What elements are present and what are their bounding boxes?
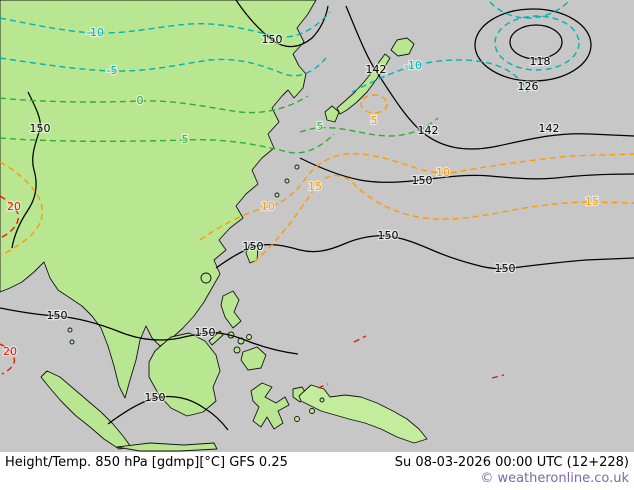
landmass-luzon	[220, 290, 242, 329]
temp-contour-15	[253, 174, 634, 263]
temp-contour-5-japan-loop	[360, 94, 388, 114]
height-contour-label: 142	[366, 63, 387, 76]
landmass-japan-honshu	[336, 53, 391, 115]
height-contour-label: 142	[539, 122, 560, 135]
temp-contour-5-west	[0, 133, 335, 154]
landmass-japan-kyushu	[324, 105, 340, 123]
height-contour-label: 150	[495, 262, 516, 275]
map-title: Height/Temp. 850 hPa [gdmp][°C] GFS 0.25	[5, 455, 288, 470]
temp-contour-cold-core	[494, 15, 580, 71]
height-contour-label: 150	[195, 326, 216, 339]
temperature-contours	[0, 1, 634, 389]
landmass-new-guinea	[298, 384, 428, 444]
temp-contour-hot-fragments	[317, 335, 505, 389]
landmass-borneo	[148, 332, 221, 417]
height-contour-label: 150	[145, 391, 166, 404]
height-contour-142	[345, 5, 634, 150]
height-contour-label: 150	[30, 122, 51, 135]
height-contour-150-south	[0, 307, 299, 355]
height-contour-150-northeast	[235, 0, 329, 48]
temp-contour-label: 5	[317, 120, 324, 133]
temp-contour-warm-west	[0, 161, 44, 257]
temp-contour-label: 20	[7, 200, 21, 213]
height-contours	[0, 0, 634, 431]
temp-contour-20-west	[0, 195, 20, 239]
temp-contour-label: 10	[261, 200, 275, 213]
landmass-java	[116, 442, 218, 452]
temp-contour-cold-corner	[489, 1, 569, 19]
landmass-moluccas	[294, 397, 325, 422]
temp-contour-label: 15	[308, 180, 322, 193]
temp-contour-label: -5	[107, 64, 118, 77]
height-contour-label: 150	[243, 240, 264, 253]
height-contour-label: 150	[47, 309, 68, 322]
temp-contour-0	[0, 95, 309, 114]
temp-contour-label: 5	[371, 114, 378, 127]
height-contour-150-borneo	[107, 395, 229, 431]
temp-contour-minus5-northwest	[0, 57, 327, 77]
landmass-mainland-asia	[0, 0, 317, 399]
landmass-hainan	[200, 272, 212, 284]
temp-contour-label: 5	[182, 133, 189, 146]
height-contour-150-middle	[215, 235, 634, 270]
height-contour-label: 118	[530, 55, 551, 68]
landmass-andaman-islands	[67, 327, 75, 345]
temp-contour-5-east	[299, 117, 439, 137]
map-area: 150 142 118 126 142 142 150 150 150 150 150 150 150 1…	[0, 0, 634, 452]
height-contour-126	[474, 8, 592, 82]
footer-caption-row: Height/Temp. 850 hPa [gdmp][°C] GFS 0.25…	[5, 455, 629, 470]
temp-contour-minus10-northwest	[0, 11, 331, 38]
temp-contour-label: 0	[137, 94, 144, 107]
temp-contour-label: -10	[404, 59, 422, 72]
landmass-sulawesi	[250, 382, 290, 430]
height-contour-label: 150	[378, 229, 399, 242]
height-contour-118-center	[509, 24, 563, 60]
height-contour-150-west	[11, 91, 42, 249]
temp-contour-20-southwest	[0, 343, 16, 375]
temp-contour-label: 10	[436, 166, 450, 179]
height-contour-label: 142	[418, 124, 439, 137]
height-contour-label: 126	[518, 80, 539, 93]
temp-contour-minus10-northeast	[351, 59, 529, 93]
temp-contour-label: -10	[86, 26, 104, 39]
landmass-japan-hokkaido	[390, 37, 415, 57]
landmasses	[0, 0, 428, 452]
landmass-mindanao	[240, 346, 267, 371]
temp-contour-label: 15	[585, 195, 599, 208]
temp-contour-label: 20	[3, 345, 17, 358]
map-datetime: Su 08-03-2026 00:00 UTC (12+228)	[394, 455, 629, 470]
height-contour-150-upper-middle	[299, 157, 634, 183]
height-contour-label: 150	[412, 174, 433, 187]
landmass-ryukyu-islands	[274, 164, 300, 198]
footer-copyright-row: © weatheronline.co.uk	[5, 471, 629, 486]
temp-contour-10	[199, 152, 634, 241]
height-contour-label: 150	[262, 33, 283, 46]
landmass-palawan	[208, 330, 224, 346]
copyright-link[interactable]: © weatheronline.co.uk	[480, 471, 629, 486]
footer: Height/Temp. 850 hPa [gdmp][°C] GFS 0.25…	[0, 452, 634, 490]
